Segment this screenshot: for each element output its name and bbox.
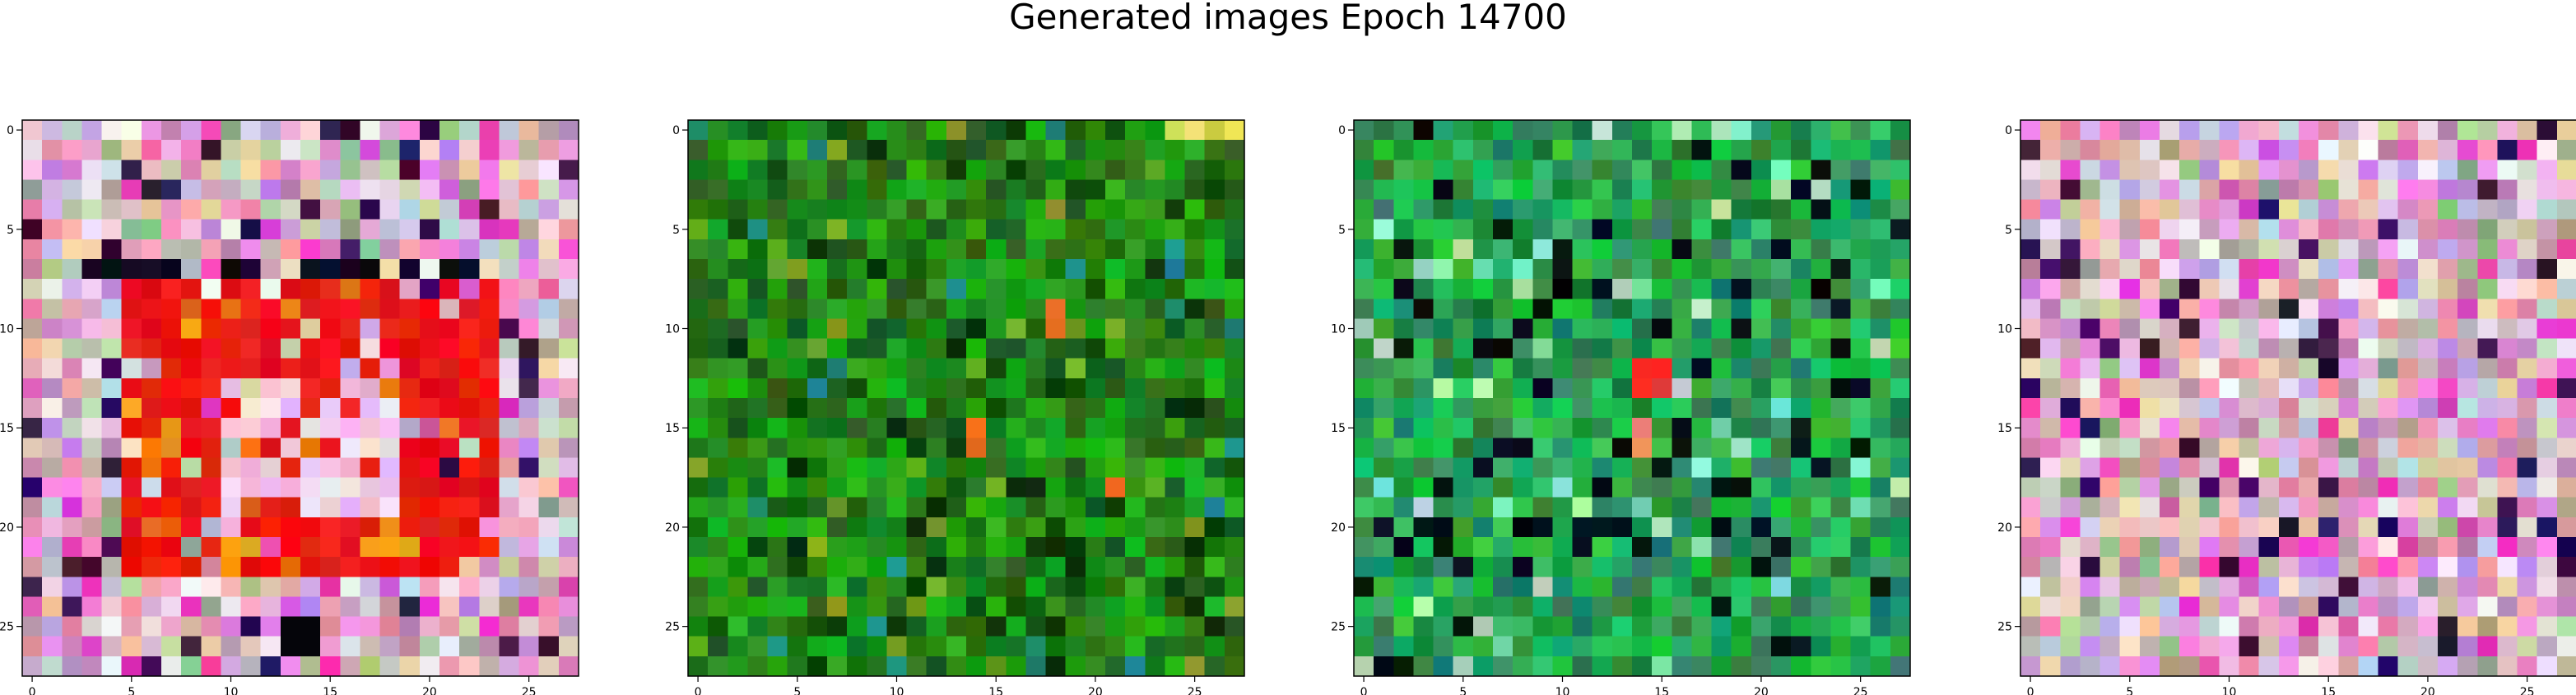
y-tick-label: 20 <box>1331 521 1346 535</box>
y-tick-label: 15 <box>0 422 14 435</box>
x-tick-label: 5 <box>1459 686 1467 695</box>
x-tick-label: 25 <box>2520 686 2535 695</box>
x-tick-label: 15 <box>988 686 1003 695</box>
y-tick-label: 25 <box>1331 621 1346 634</box>
image-frame-2 <box>687 119 1245 677</box>
y-tick-label: 15 <box>1331 422 1346 435</box>
x-tick-label: 25 <box>1853 686 1868 695</box>
x-tick-label: 0 <box>695 686 702 695</box>
y-tick-label: 20 <box>1997 521 2012 535</box>
y-tick-label: 10 <box>1331 323 1346 336</box>
y-tick-label: 0 <box>2005 124 2012 137</box>
x-tick-label: 5 <box>128 686 135 695</box>
y-tick-label: 10 <box>1997 323 2012 336</box>
y-tick-label: 0 <box>7 124 14 137</box>
x-tick-label: 15 <box>323 686 337 695</box>
x-tick-label: 20 <box>2420 686 2435 695</box>
x-tick-label: 25 <box>1188 686 1202 695</box>
image-frame-1 <box>21 119 579 677</box>
y-tick-label: 20 <box>0 521 14 535</box>
y-tick-label: 25 <box>1997 621 2012 634</box>
x-tick-label: 5 <box>793 686 801 695</box>
x-tick-label: 0 <box>29 686 36 695</box>
figure-title: Generated images Epoch 14700 <box>1009 0 1567 37</box>
generated-image-2 <box>688 120 1245 677</box>
y-tick-label: 0 <box>1338 124 1346 137</box>
image-frame-4 <box>2020 119 2576 677</box>
y-tick-label: 20 <box>665 521 680 535</box>
x-tick-label: 20 <box>422 686 437 695</box>
generated-image-3 <box>1354 120 1911 677</box>
y-tick-label: 10 <box>0 323 14 336</box>
x-tick-label: 10 <box>890 686 904 695</box>
y-tick-label: 5 <box>2005 224 2012 237</box>
y-tick-label: 25 <box>665 621 680 634</box>
x-tick-label: 0 <box>2027 686 2034 695</box>
x-tick-label: 15 <box>1654 686 1669 695</box>
y-tick-label: 15 <box>665 422 680 435</box>
x-tick-label: 15 <box>2321 686 2336 695</box>
x-tick-label: 25 <box>522 686 537 695</box>
y-tick-label: 10 <box>665 323 680 336</box>
x-tick-label: 10 <box>1555 686 1570 695</box>
x-tick-label: 20 <box>1088 686 1103 695</box>
generated-image-4 <box>2020 120 2576 677</box>
x-tick-label: 5 <box>2126 686 2133 695</box>
x-tick-label: 20 <box>1754 686 1769 695</box>
x-tick-label: 0 <box>1360 686 1368 695</box>
y-tick-label: 5 <box>1338 224 1346 237</box>
x-tick-label: 10 <box>224 686 239 695</box>
y-tick-label: 5 <box>7 224 14 237</box>
generated-image-1 <box>22 120 579 677</box>
y-tick-label: 25 <box>0 621 14 634</box>
y-tick-label: 5 <box>672 224 680 237</box>
x-tick-label: 10 <box>2222 686 2237 695</box>
image-frame-3 <box>1353 119 1911 677</box>
y-tick-label: 15 <box>1997 422 2012 435</box>
y-tick-label: 0 <box>672 124 680 137</box>
